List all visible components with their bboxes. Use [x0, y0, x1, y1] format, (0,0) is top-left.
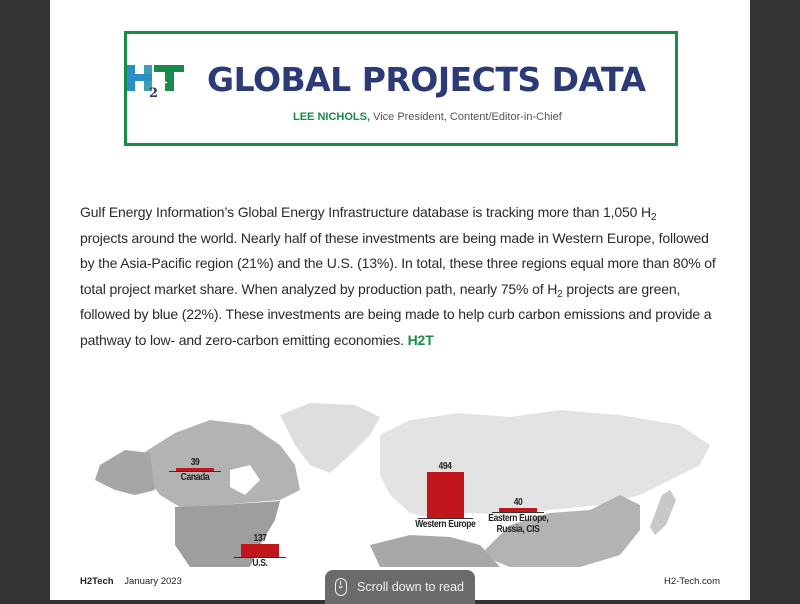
- author-byline: LEE NICHOLS, Vice President, Content/Edi…: [293, 111, 562, 123]
- publication-name: H2Tech: [80, 576, 114, 587]
- page-title: GLOBAL PROJECTS DATA: [207, 60, 646, 99]
- svg-text:2: 2: [149, 86, 158, 99]
- world-map-chart: 39 Canada 137 U.S. 494 Western Europe 40…: [80, 395, 720, 567]
- bar-fill: [241, 544, 279, 557]
- bar-fill: [426, 472, 464, 518]
- author-name: LEE NICHOLS,: [293, 111, 371, 123]
- article-line: by the Asia-Pacific region (21%) and the…: [80, 255, 716, 271]
- document-page: 2 GLOBAL PROJECTS DATA LEE NICHOLS, Vice…: [50, 0, 750, 600]
- article-body: Gulf Energy Information’s Global Energy …: [80, 200, 720, 353]
- article-line: total project market share. When analyze…: [80, 280, 681, 300]
- bar-us: 137 U.S.: [225, 533, 295, 567]
- article-line: followed by blue (22%). These investment…: [80, 306, 712, 322]
- issue-date: January 2023: [124, 576, 182, 587]
- bar-canada: 39 Canada: [160, 457, 230, 483]
- scroll-down-button[interactable]: Scroll down to read: [325, 570, 475, 604]
- footer-website: H2-Tech.com: [664, 576, 720, 587]
- article-line: projects around the world. Nearly half o…: [80, 229, 709, 246]
- article-line: pathway to low- and zero-carbon emitting…: [80, 331, 434, 348]
- header-banner: 2 GLOBAL PROJECTS DATA LEE NICHOLS, Vice…: [124, 31, 678, 146]
- bar-eastern-europe-russia-cis: 40 Eastern Europe, Russia, CIS: [488, 497, 549, 535]
- article-line: Gulf Energy Information’s Global Energy …: [80, 204, 657, 223]
- bar-western-europe: 494 Western Europe: [415, 461, 476, 530]
- bar-fill: [499, 508, 537, 512]
- scroll-hint-label: Scroll down to read: [357, 580, 465, 594]
- h2t-logo-icon: 2: [127, 65, 184, 99]
- footer-publication-info: H2Tech January 2023: [80, 576, 182, 587]
- author-role: Vice President, Content/Editor-in-Chief: [373, 111, 562, 123]
- signature-mark: H2T: [407, 331, 434, 348]
- mouse-scroll-icon: [335, 578, 347, 596]
- bar-fill: [176, 468, 214, 471]
